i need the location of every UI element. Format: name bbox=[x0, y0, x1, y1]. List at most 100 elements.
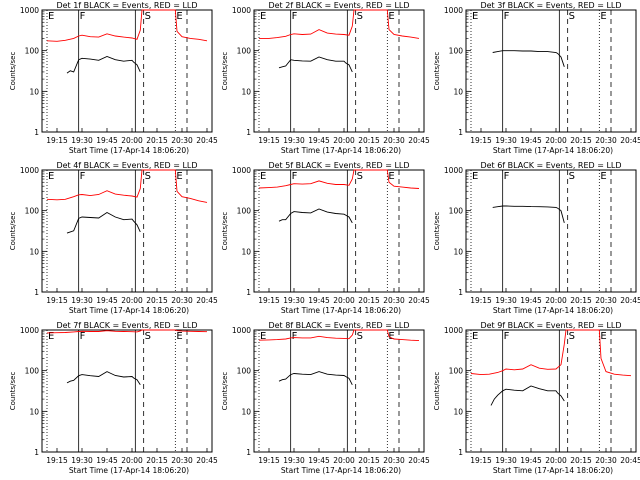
x-tick-label: 19:15 bbox=[470, 296, 492, 305]
y-axis-label: Counts/sec bbox=[9, 372, 17, 411]
y-tick-label: 1000 bbox=[444, 326, 463, 335]
panel-det-2f: Det 2f BLACK = Events, RED = LLD 1 10 100 10… bbox=[221, 1, 430, 155]
series-lld-line bbox=[46, 9, 208, 42]
y-tick-label: 100 bbox=[237, 207, 252, 216]
y-tick-label: 1 bbox=[34, 128, 39, 137]
series-events-line bbox=[490, 385, 565, 406]
plot-frame bbox=[253, 329, 425, 453]
y-tick-label: 10 bbox=[453, 87, 463, 96]
series-events-line bbox=[66, 211, 141, 234]
x-tick-label: 20:15 bbox=[570, 456, 592, 465]
series-lld-line bbox=[259, 9, 420, 39]
y-tick-label: 1 bbox=[34, 288, 39, 297]
x-tick-label: 20:30 bbox=[595, 136, 617, 145]
event-marker-label: F bbox=[80, 331, 86, 342]
x-tick-label: 20:15 bbox=[146, 296, 168, 305]
x-tick-label: 20:45 bbox=[196, 136, 218, 145]
panel-det-8f: Det 8f BLACK = Events, RED = LLD 1 10 100 10… bbox=[221, 321, 430, 475]
series-lld-line bbox=[258, 169, 420, 189]
y-tick-label: 10 bbox=[453, 407, 463, 416]
x-tick-label: 19:45 bbox=[308, 136, 330, 145]
y-tick-label: 1000 bbox=[232, 326, 251, 335]
y-tick-label: 1000 bbox=[20, 6, 39, 15]
event-marker-label: E bbox=[472, 171, 478, 182]
series-events-line bbox=[278, 56, 353, 73]
event-marker-label: S bbox=[569, 171, 575, 182]
x-tick-label: 20:15 bbox=[570, 296, 592, 305]
y-tick-label: 100 bbox=[449, 367, 464, 376]
panel-title: Det 7f BLACK = Events, RED = LLD bbox=[56, 321, 197, 330]
event-marker-label: E bbox=[260, 11, 266, 22]
event-marker-label: F bbox=[292, 11, 298, 22]
x-tick-label: 20:15 bbox=[358, 296, 380, 305]
event-marker-label: E bbox=[176, 11, 182, 22]
panel-det-5f: Det 5f BLACK = Events, RED = LLD 1 10 100 10… bbox=[221, 161, 430, 315]
x-tick-label: 20:30 bbox=[595, 456, 617, 465]
x-tick-label: 19:45 bbox=[520, 296, 542, 305]
x-tick-label: 19:15 bbox=[258, 136, 280, 145]
event-marker-label: S bbox=[145, 11, 151, 22]
x-tick-label: 20:15 bbox=[146, 456, 168, 465]
plot-frame bbox=[253, 169, 425, 293]
event-marker-label: E bbox=[472, 11, 478, 22]
x-tick-label: 20:30 bbox=[383, 296, 405, 305]
x-tick-label: 19:45 bbox=[520, 136, 542, 145]
x-tick-label: 20:00 bbox=[333, 136, 355, 145]
y-axis-label: Counts/sec bbox=[221, 212, 229, 251]
event-marker-label: S bbox=[569, 11, 575, 22]
y-tick-label: 10 bbox=[241, 247, 251, 256]
panel-det-1f: Det 1f BLACK = Events, RED = LLD 1 10 100 10… bbox=[9, 1, 218, 155]
panel-det-6f: Det 6f BLACK = Events, RED = LLD 1 10 100 10… bbox=[433, 161, 640, 315]
x-tick-label: 19:30 bbox=[283, 136, 305, 145]
y-tick-label: 1 bbox=[458, 128, 463, 137]
y-tick-label: 10 bbox=[453, 247, 463, 256]
event-marker-label: E bbox=[600, 171, 606, 182]
plot-frame bbox=[465, 9, 637, 133]
x-tick-label: 20:45 bbox=[196, 456, 218, 465]
x-tick-label: 20:30 bbox=[383, 136, 405, 145]
x-tick-label: 19:30 bbox=[495, 136, 517, 145]
x-tick-label: 20:45 bbox=[408, 456, 430, 465]
x-tick-label: 20:15 bbox=[358, 136, 380, 145]
panel-title: Det 6f BLACK = Events, RED = LLD bbox=[480, 161, 621, 170]
x-tick-label: 19:30 bbox=[495, 456, 517, 465]
y-tick-label: 100 bbox=[237, 47, 252, 56]
event-marker-label: S bbox=[569, 331, 575, 342]
y-axis-label: Counts/sec bbox=[433, 212, 441, 251]
x-tick-label: 19:45 bbox=[96, 456, 118, 465]
y-axis-label: Counts/sec bbox=[221, 52, 229, 91]
x-tick-label: 20:00 bbox=[545, 296, 567, 305]
y-tick-label: 100 bbox=[25, 367, 40, 376]
x-tick-label: 20:00 bbox=[121, 456, 143, 465]
x-tick-label: 19:45 bbox=[96, 296, 118, 305]
x-tick-label: 20:30 bbox=[595, 296, 617, 305]
x-tick-label: 19:45 bbox=[96, 136, 118, 145]
x-tick-label: 20:00 bbox=[333, 296, 355, 305]
event-marker-label: F bbox=[504, 11, 510, 22]
x-tick-label: 19:15 bbox=[46, 136, 68, 145]
y-tick-label: 1 bbox=[246, 128, 251, 137]
event-marker-label: F bbox=[80, 171, 86, 182]
panel-title: Det 4f BLACK = Events, RED = LLD bbox=[56, 161, 197, 170]
panel-title: Det 1f BLACK = Events, RED = LLD bbox=[56, 1, 197, 10]
panel-det-9f: Det 9f BLACK = Events, RED = LLD 1 10 100 10… bbox=[433, 321, 640, 475]
y-tick-label: 100 bbox=[449, 47, 464, 56]
series-events-line bbox=[66, 371, 141, 386]
event-marker-label: F bbox=[292, 171, 298, 182]
panel-det-3f: Det 3f BLACK = Events, RED = LLD 1 10 100 10… bbox=[433, 1, 640, 155]
x-tick-label: 19:15 bbox=[470, 456, 492, 465]
panel-det-4f: Det 4f BLACK = Events, RED = LLD 1 10 100 10… bbox=[9, 161, 218, 315]
y-tick-label: 1000 bbox=[20, 166, 39, 175]
x-axis-label: Start Time (17-Apr-14 18:06:20) bbox=[281, 306, 401, 315]
y-tick-label: 100 bbox=[237, 367, 252, 376]
event-marker-label: F bbox=[80, 11, 86, 22]
series-lld-line bbox=[46, 169, 208, 203]
event-marker-label: E bbox=[176, 171, 182, 182]
y-tick-label: 1000 bbox=[20, 326, 39, 335]
plot-frame bbox=[465, 329, 637, 453]
event-marker-label: E bbox=[600, 11, 606, 22]
x-axis-label: Start Time (17-Apr-14 18:06:20) bbox=[69, 466, 189, 475]
y-axis-label: Counts/sec bbox=[9, 212, 17, 251]
event-marker-label: E bbox=[260, 331, 266, 342]
y-tick-label: 1000 bbox=[444, 6, 463, 15]
